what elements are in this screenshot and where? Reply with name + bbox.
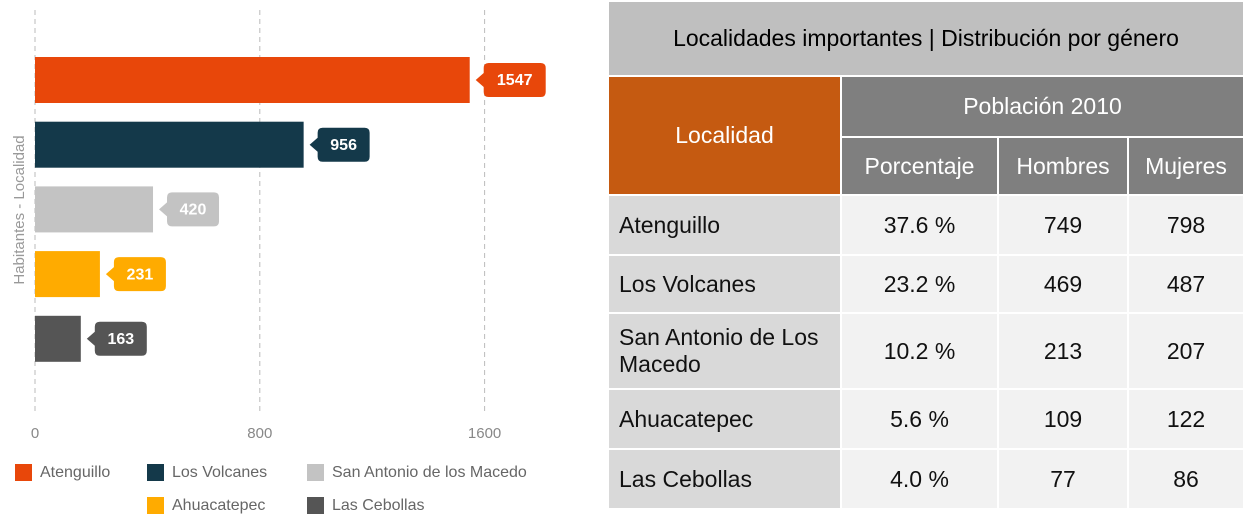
table-cell: Ahuacatepec <box>607 388 842 450</box>
label-callout <box>105 257 166 292</box>
x-tick-label: 800 <box>247 425 272 442</box>
table-cell: 77 <box>997 448 1129 510</box>
table-cell: 5.6 % <box>840 388 999 450</box>
data-label: 231 <box>127 266 154 283</box>
legend-label: San Antonio de los Macedo <box>332 464 527 481</box>
data-label: 1547 <box>497 72 533 89</box>
legend-swatch <box>307 497 324 514</box>
y-axis-label: Habitantes - Localidad <box>11 135 28 284</box>
table-cell: San Antonio de Los Macedo <box>607 312 842 390</box>
table-cell: 10.2 % <box>840 312 999 390</box>
table-row: Las Cebollas 4.0 % 77 86 <box>607 448 1243 510</box>
table-row: Atenguillo 37.6 % 749 798 <box>607 194 1243 256</box>
legend-label: Atenguillo <box>40 464 110 481</box>
table-cell: 213 <box>997 312 1129 390</box>
table-cell: 86 <box>1127 448 1243 510</box>
table-cell: 749 <box>997 194 1129 256</box>
table-cell: 469 <box>997 254 1129 314</box>
label-callout <box>475 63 546 97</box>
header-row: Porcentaje Hombres Mujeres <box>608 136 1243 196</box>
chart: Habitantes - Localidad 0 800 1600 1547 956 42… <box>11 10 546 514</box>
header-cell: Población 2010 <box>840 75 1243 138</box>
header-row: Localidad Población 2010 <box>607 75 1243 196</box>
header-cell: Localidad <box>607 75 842 196</box>
table-cell: 109 <box>997 388 1129 450</box>
legend-swatch <box>307 464 324 481</box>
legend-label: Las Cebollas <box>332 497 425 514</box>
legend-swatch <box>147 464 164 481</box>
table-cell: 798 <box>1127 194 1243 256</box>
legend-swatch <box>147 497 164 514</box>
table-row: Los Volcanes 23.2 % 469 487 <box>607 254 1243 314</box>
data-label: 420 <box>180 202 207 219</box>
bar <box>35 186 154 233</box>
legend-label: Los Volcanes <box>172 464 267 481</box>
header-cell: Mujeres <box>1127 136 1243 196</box>
table-cell: 4.0 % <box>840 448 999 510</box>
label-callout <box>309 127 370 162</box>
table-cell: 487 <box>1127 254 1243 314</box>
bar <box>35 121 304 168</box>
label-callout <box>159 192 220 227</box>
table-cell: Las Cebollas <box>607 448 842 510</box>
x-tick-label: 1600 <box>468 425 501 442</box>
table: Localidades importantes | Distribución p… <box>607 0 1243 510</box>
bar <box>35 57 470 103</box>
table-cell: 207 <box>1127 312 1243 390</box>
table-body: Localidades importantes | Distribución p… <box>607 0 1243 510</box>
title-row: Localidades importantes | Distribución p… <box>607 0 1243 77</box>
legend-label: Ahuacatepec <box>172 497 265 514</box>
table-title: Localidades importantes | Distribución p… <box>607 0 1243 77</box>
table-row: Ahuacatepec 5.6 % 109 122 <box>607 388 1243 450</box>
header-cell: Hombres <box>997 136 1129 196</box>
x-tick-label: 0 <box>31 425 39 442</box>
table-cell: 122 <box>1127 388 1243 450</box>
bar <box>35 251 100 298</box>
table-cell: Atenguillo <box>607 194 842 256</box>
label-callout <box>86 321 147 356</box>
table-cell: 23.2 % <box>840 254 999 314</box>
table-cell: Los Volcanes <box>607 254 842 314</box>
table-row: San Antonio de Los Macedo 10.2 % 213 207 <box>607 312 1243 390</box>
header-cell: Porcentaje <box>840 136 999 196</box>
data-label: 956 <box>330 137 357 154</box>
legend-swatch <box>15 464 32 481</box>
bar <box>35 315 81 362</box>
table-cell: 37.6 % <box>840 194 999 256</box>
table-container: Localidades importantes | Distribución p… <box>607 0 1243 514</box>
data-label: 163 <box>107 331 134 348</box>
